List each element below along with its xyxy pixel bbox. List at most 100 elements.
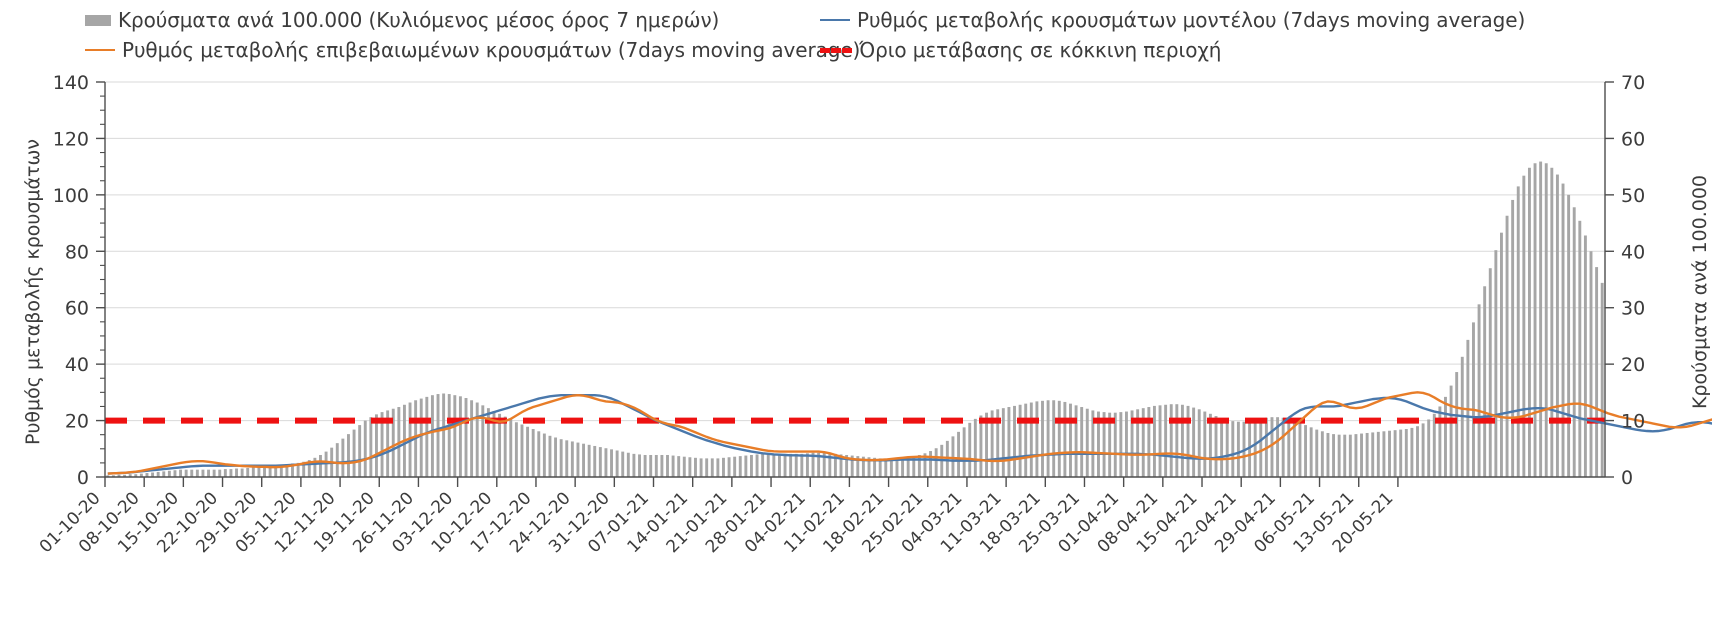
bar xyxy=(1136,409,1140,477)
bar xyxy=(1035,401,1039,477)
bar xyxy=(151,472,155,477)
bar xyxy=(1102,412,1106,477)
bar xyxy=(621,451,625,477)
bar xyxy=(1410,427,1414,477)
bar xyxy=(1539,161,1543,478)
bar xyxy=(369,417,373,477)
bar xyxy=(436,394,440,477)
bar xyxy=(1069,403,1072,477)
right-axis: 0 10 20 30 40 50 60 70 xyxy=(1604,72,1645,489)
bar xyxy=(570,441,574,477)
bar xyxy=(380,412,384,477)
bar xyxy=(889,458,893,477)
bar xyxy=(839,454,843,477)
bar xyxy=(1371,432,1375,477)
bar xyxy=(1432,413,1436,477)
bar xyxy=(453,395,457,477)
bar xyxy=(1180,404,1184,477)
bar xyxy=(184,469,188,477)
bar xyxy=(660,454,664,477)
bar xyxy=(934,448,938,477)
svg-text:40: 40 xyxy=(1621,241,1645,263)
bar xyxy=(777,453,781,477)
bar xyxy=(268,465,272,477)
bar xyxy=(486,408,490,477)
bar xyxy=(654,454,658,477)
bar xyxy=(1483,286,1487,477)
bar xyxy=(1074,405,1078,477)
svg-text:20: 20 xyxy=(65,411,89,433)
bar xyxy=(1348,434,1352,477)
bar xyxy=(475,402,479,477)
bar xyxy=(973,418,977,477)
bar xyxy=(1365,432,1369,477)
bar xyxy=(1572,207,1576,477)
bar xyxy=(106,475,110,477)
bar xyxy=(425,396,429,477)
bar xyxy=(1158,405,1162,477)
svg-text:70: 70 xyxy=(1621,72,1645,94)
bar xyxy=(229,469,233,477)
bar xyxy=(1292,420,1296,477)
bar xyxy=(1164,404,1168,477)
bar xyxy=(1511,199,1515,477)
bar xyxy=(649,454,653,477)
bar xyxy=(1309,427,1313,477)
bar xyxy=(1097,411,1100,477)
bar xyxy=(274,465,278,477)
bar xyxy=(358,425,362,477)
bar xyxy=(962,427,966,477)
bar xyxy=(604,448,608,477)
bar xyxy=(811,452,815,477)
bar xyxy=(1326,432,1330,477)
bar xyxy=(296,462,300,477)
svg-text:30: 30 xyxy=(1621,298,1645,320)
bar xyxy=(1186,405,1190,477)
bar xyxy=(716,458,720,477)
bar xyxy=(1550,167,1554,477)
bar xyxy=(1544,163,1548,477)
bar xyxy=(867,457,871,477)
bar xyxy=(430,395,434,477)
bar xyxy=(520,424,524,477)
bar xyxy=(789,453,793,477)
bar xyxy=(1119,412,1123,477)
bar xyxy=(1567,194,1571,477)
bar xyxy=(1287,418,1291,477)
bar xyxy=(514,422,518,477)
bar xyxy=(1276,417,1280,477)
bar xyxy=(1376,431,1380,477)
legend-item-model-rate[interactable]: Ρυθμός μεταβολής κρουσμάτων μοντέλου (7d… xyxy=(820,8,1525,32)
legend-item-confirmed-rate[interactable]: Ρυθμός μεταβολής επιβεβαιωμένων κρουσμάτ… xyxy=(85,38,860,62)
bar xyxy=(526,426,530,477)
bar xyxy=(442,393,446,477)
svg-text:40: 40 xyxy=(65,354,89,376)
bar xyxy=(873,457,877,477)
bar xyxy=(1472,322,1475,477)
bar xyxy=(1085,408,1089,477)
svg-text:50: 50 xyxy=(1621,185,1645,207)
legend-item-threshold[interactable]: Όριο μετάβασης σε κόκκινη περιοχή xyxy=(820,38,1221,62)
legend-item-cases-bars[interactable]: Κρούσματα ανά 100.000 (Κυλιόμενος μέσος … xyxy=(85,8,719,32)
bar xyxy=(1007,407,1011,477)
line-swatch-orange-icon xyxy=(85,49,115,51)
bar xyxy=(1360,433,1363,477)
bar xyxy=(1578,220,1582,478)
confirmed-rate-line xyxy=(107,391,1712,475)
bar xyxy=(833,453,837,477)
bar xyxy=(257,466,261,477)
bar xyxy=(1315,429,1319,477)
svg-text:100: 100 xyxy=(53,185,89,207)
legend-label-threshold: Όριο μετάβασης σε κόκκινη περιοχή xyxy=(859,38,1222,62)
svg-text:0: 0 xyxy=(1621,467,1633,489)
bar xyxy=(307,460,311,477)
bar xyxy=(750,454,753,477)
bar xyxy=(218,469,222,477)
bar xyxy=(598,447,602,477)
bar xyxy=(990,410,994,477)
bar xyxy=(391,408,395,477)
bar xyxy=(1438,406,1442,477)
bar xyxy=(1046,400,1050,477)
bar xyxy=(1152,405,1156,477)
